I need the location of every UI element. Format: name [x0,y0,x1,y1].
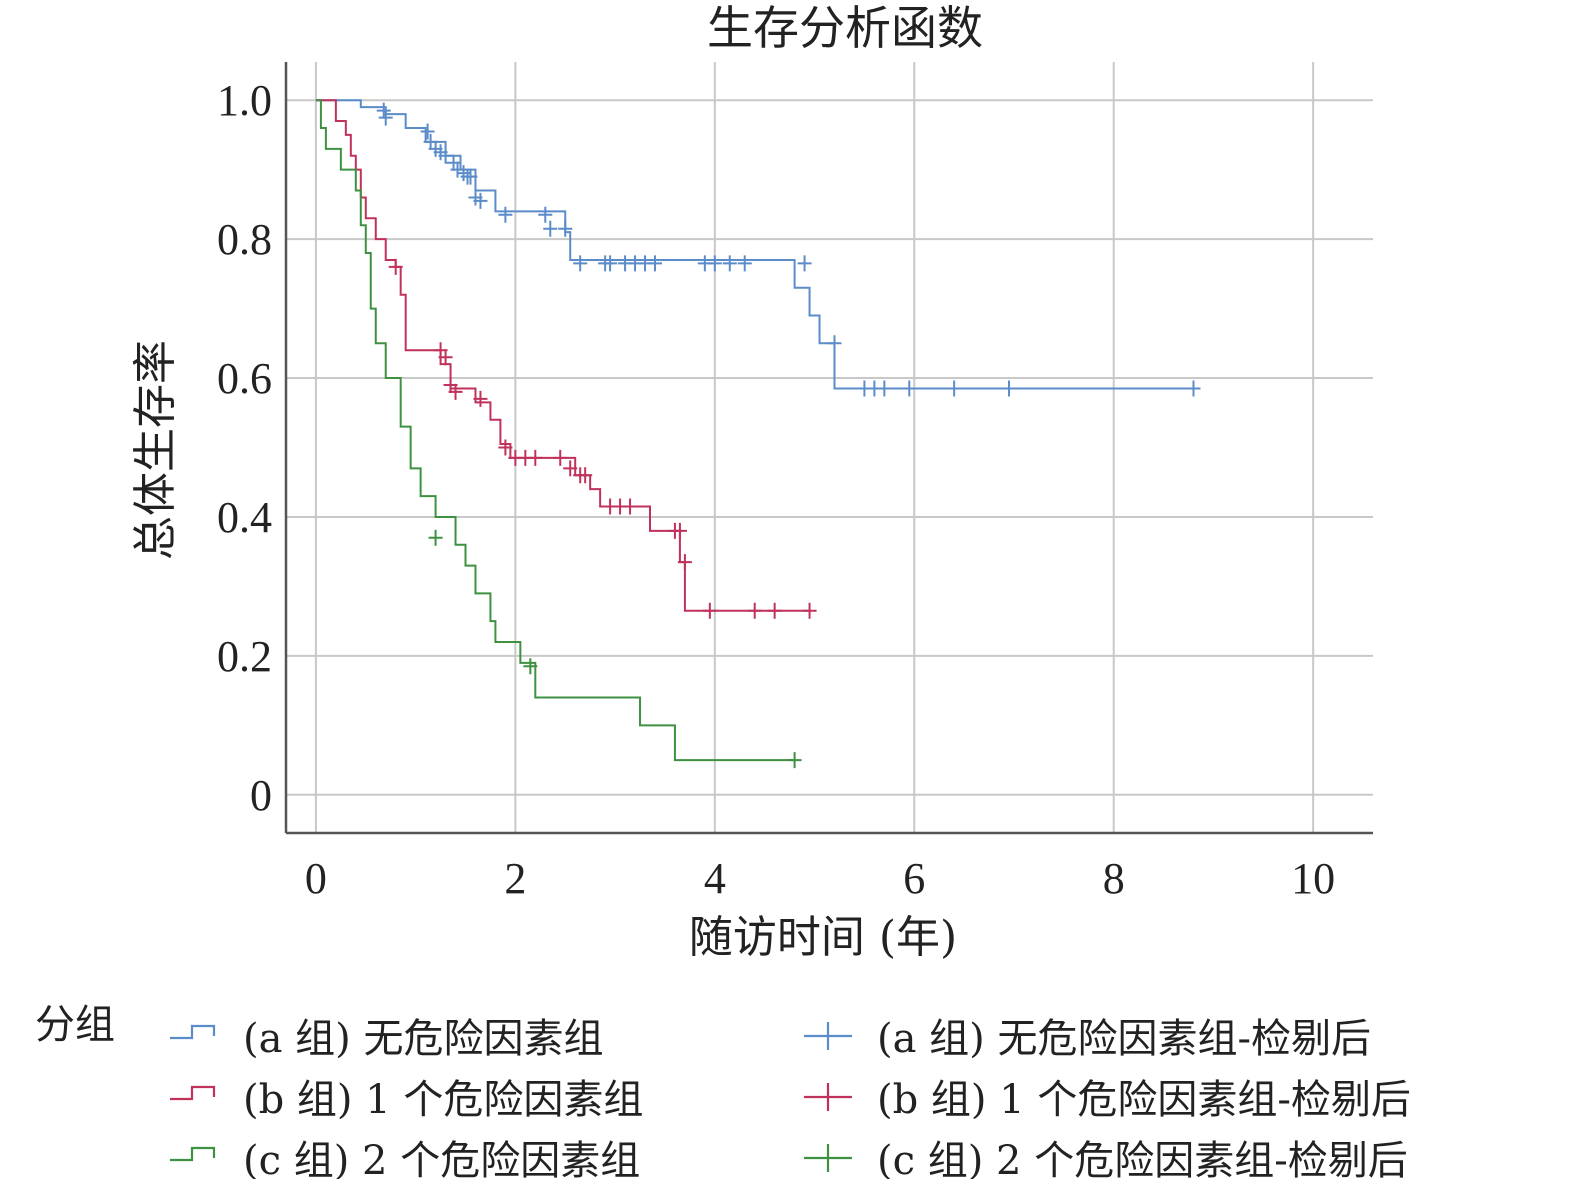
censor-mark [747,602,762,619]
grid [286,62,1373,833]
legend-step-icon [170,1024,216,1040]
censor-mark [563,460,578,477]
censor-mark [573,255,588,272]
censor-mark [420,123,435,140]
x-tick-label: 0 [305,854,327,903]
censor-mark [473,390,488,407]
censor-mark [787,752,802,769]
y-axis-title: 总体生存率 [130,340,181,560]
censor-mark [603,255,618,272]
censor-mark [528,449,543,466]
legend-label: (a 组) 无危险因素组 [243,1016,604,1062]
legend-title: 分组 [35,1002,115,1048]
censor-mark [438,147,453,164]
legend-step-icon [170,1146,216,1162]
censor-mark [388,258,403,275]
y-tick-label: 0.4 [217,493,272,542]
censor-mark [672,522,687,539]
censor-mark [543,220,558,237]
y-tick-label: 1.0 [217,76,272,125]
x-tick-label: 8 [1103,854,1125,903]
censor-mark [450,161,465,178]
legend-censor-icon [804,1144,852,1172]
chart-title: 生存分析函数 [707,1,983,55]
censor-mark [737,255,752,272]
series-group [315,99,1201,769]
series-line-a [315,99,1194,390]
censor-mark [428,529,443,546]
censor-mark [538,206,553,223]
legend-label: (b 组) 1 个危险因素组 [243,1077,643,1123]
y-tick-label: 0 [250,771,272,820]
series-line-c [315,99,795,762]
legend-censor-label: (a 组) 无危险因素组-检剔后 [877,1016,1371,1062]
censor-mark [877,380,892,397]
censor-mark [558,220,573,237]
y-tick-label: 0.2 [217,632,272,681]
censor-mark [902,380,917,397]
censor-mark [802,602,817,619]
legend-step-icon [170,1085,216,1101]
legend-censor-icon [804,1022,852,1050]
x-tick-label: 2 [504,854,526,903]
censor-mark [797,255,812,272]
censor-mark [707,255,722,272]
censor-mark [463,168,478,185]
legend-censor-label: (b 组) 1 个危险因素组-检剔后 [877,1077,1411,1123]
censor-mark [722,255,737,272]
legend-label: (c 组) 2 个危险因素组 [243,1138,640,1179]
censor-mark [677,554,692,571]
censor-mark [623,498,638,515]
y-tick-label: 0.6 [217,354,272,403]
series-line-b [315,99,810,612]
y-tick-label: 0.8 [217,215,272,264]
x-tick-label: 4 [704,854,726,903]
censor-mark [378,109,393,126]
censor-mark [647,255,662,272]
x-tick-label: 6 [903,854,925,903]
censor-mark [498,439,513,456]
censor-mark [1002,380,1016,397]
censor-mark [448,383,463,400]
censor-mark [767,602,782,619]
censor-mark [578,467,593,484]
censor-mark [498,206,513,223]
axes: 0 2 4 6 8 10 0 0.2 0.4 0.6 0.8 1.0 [217,62,1373,903]
legend: 分组 (a 组) 无危险因素组 (a 组) 无危险因素组-检剔后 (b 组) 1 个… [35,1002,1411,1179]
censor-mark [702,602,717,619]
censor-mark [473,192,488,209]
censor-mark [1186,380,1201,397]
legend-censor-label: (c 组) 2 个危险因素组-检剔后 [877,1138,1408,1179]
censor-mark [523,658,538,675]
x-axis-title: 随访时间 (年) [689,912,957,963]
censor-mark [376,102,391,119]
censor-mark [438,349,453,366]
censor-mark [947,380,962,397]
censor-mark [553,449,568,466]
x-tick-label: 10 [1291,854,1335,903]
legend-censor-icon [804,1083,852,1111]
censor-mark [827,335,842,352]
